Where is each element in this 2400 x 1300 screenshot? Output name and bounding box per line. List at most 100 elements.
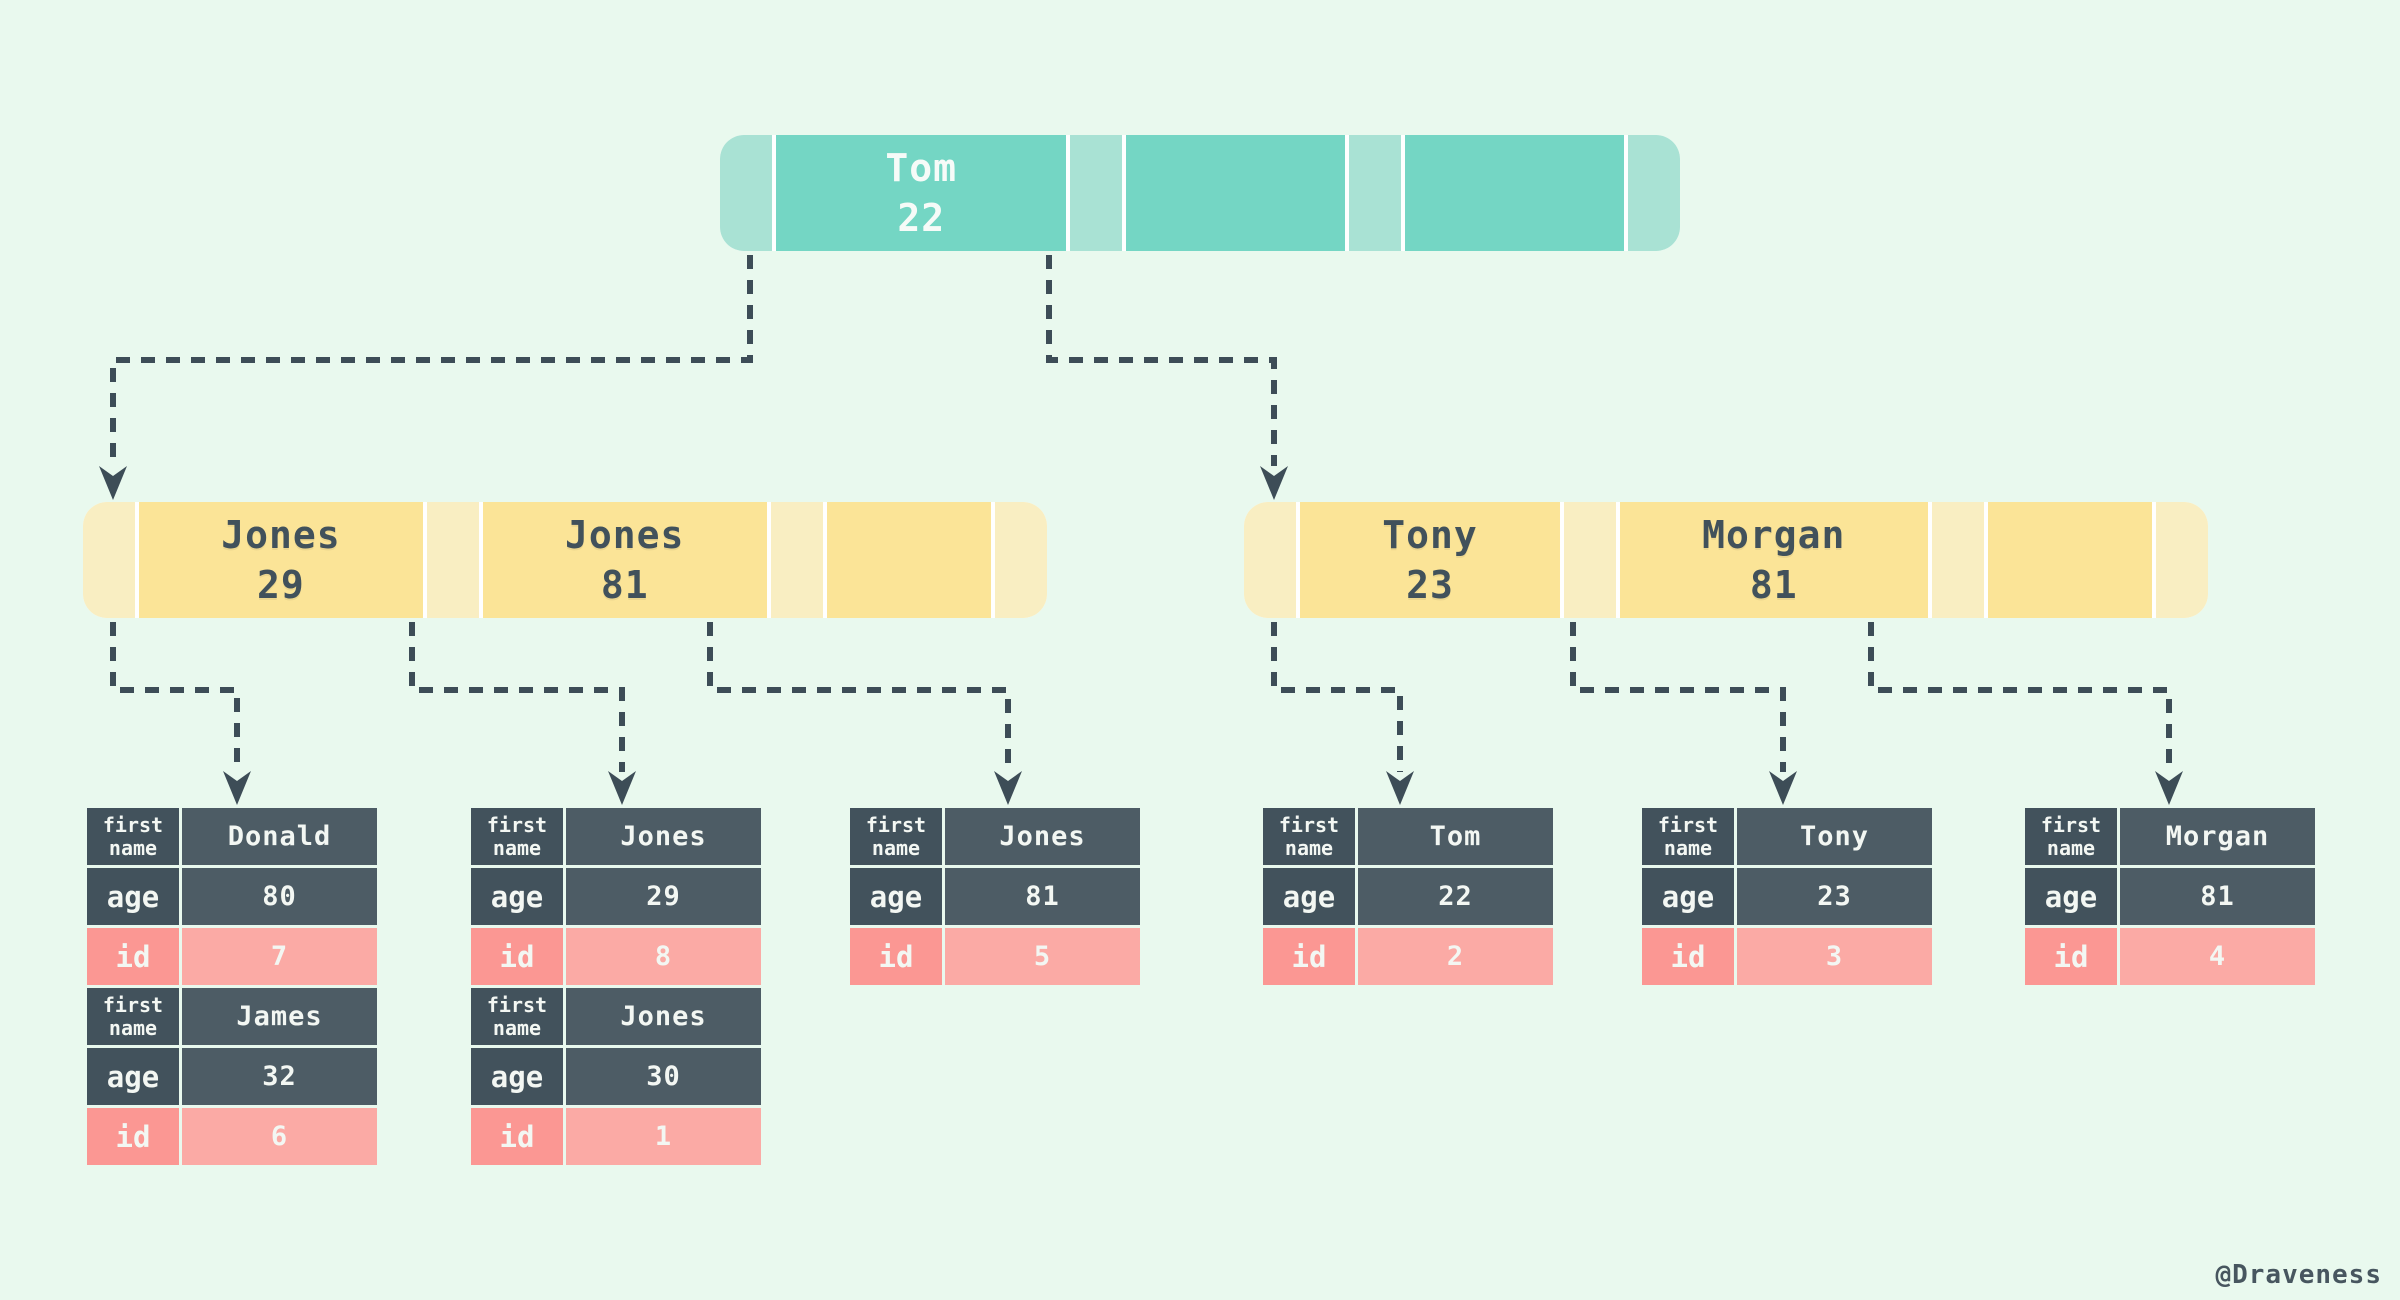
arrowhead-leaf-3 xyxy=(994,771,1022,805)
arrowhead-leaf-6 xyxy=(2155,771,2183,805)
root-pointer-0 xyxy=(720,135,772,251)
connector-root-to-right-internal xyxy=(1046,205,1277,466)
id-value: 5 xyxy=(945,928,1140,985)
left-internal-key-1-name: Jones xyxy=(565,512,685,557)
id-label: id xyxy=(471,1108,563,1165)
right-internal-pointer-1 xyxy=(1563,502,1616,618)
leaf-table-4: first name Tom age 22 id 2 xyxy=(1263,808,1553,985)
age-value: 32 xyxy=(182,1048,377,1105)
right-internal-pointer-0 xyxy=(1244,502,1296,618)
left-internal-pointer-0 xyxy=(83,502,135,618)
first-name-label: first name xyxy=(2025,808,2117,865)
age-value: 23 xyxy=(1737,868,1932,925)
id-value: 3 xyxy=(1737,928,1932,985)
arrowhead-left-internal xyxy=(99,466,127,500)
connector-root-to-left-internal xyxy=(110,205,753,466)
first-name-label: first name xyxy=(850,808,942,865)
first-name-value: James xyxy=(182,988,377,1045)
first-name-label: first name xyxy=(1263,808,1355,865)
id-label: id xyxy=(471,928,563,985)
id-label: id xyxy=(850,928,942,985)
root-pointer-1 xyxy=(1070,135,1123,251)
id-value: 7 xyxy=(182,928,377,985)
arrowhead-leaf-2 xyxy=(608,771,636,805)
id-value: 1 xyxy=(566,1108,761,1165)
connector-right-internal-to-leaf-4 xyxy=(1271,572,1403,772)
right-internal-key-0: Tony 23 xyxy=(1300,502,1560,618)
root-key-0: Tom 22 xyxy=(776,135,1067,251)
root-node: Tom 22 xyxy=(720,135,1680,251)
left-internal-key-2 xyxy=(826,502,991,618)
root-pointer-3 xyxy=(1627,135,1680,251)
root-pointer-2 xyxy=(1349,135,1402,251)
left-internal-pointer-1 xyxy=(426,502,479,618)
age-label: age xyxy=(87,1048,179,1105)
connector-right-internal-to-leaf-5 xyxy=(1570,572,1786,772)
age-label: age xyxy=(1263,868,1355,925)
age-label: age xyxy=(1642,868,1734,925)
right-internal-pointer-3 xyxy=(2156,502,2208,618)
id-label: id xyxy=(1263,928,1355,985)
right-internal-node: Tony 23 Morgan 81 xyxy=(1244,502,2208,618)
first-name-value: Jones xyxy=(566,808,761,865)
left-internal-key-1: Jones 81 xyxy=(482,502,767,618)
age-label: age xyxy=(850,868,942,925)
age-value: 81 xyxy=(2120,868,2315,925)
root-key-1 xyxy=(1126,135,1346,251)
id-label: id xyxy=(2025,928,2117,985)
root-key-2 xyxy=(1405,135,1624,251)
age-value: 81 xyxy=(945,868,1140,925)
right-internal-key-0-age: 23 xyxy=(1406,563,1454,607)
id-value: 2 xyxy=(1358,928,1553,985)
first-name-label: first name xyxy=(87,988,179,1045)
age-label: age xyxy=(87,868,179,925)
left-internal-key-0: Jones 29 xyxy=(139,502,423,618)
age-label: age xyxy=(471,868,563,925)
leaf-table-1: first name Donald age 80 id 7 first name James a… xyxy=(87,808,377,1165)
age-value: 22 xyxy=(1358,868,1553,925)
age-value: 29 xyxy=(566,868,761,925)
id-label: id xyxy=(87,1108,179,1165)
first-name-label: first name xyxy=(87,808,179,865)
left-internal-pointer-2 xyxy=(770,502,823,618)
right-internal-key-0-name: Tony xyxy=(1382,512,1478,557)
leaf-table-3: first name Jones age 81 id 5 xyxy=(850,808,1140,985)
age-value: 30 xyxy=(566,1048,761,1105)
left-internal-key-1-age: 81 xyxy=(600,563,649,607)
first-name-value: Jones xyxy=(566,988,761,1045)
right-internal-key-1-age: 81 xyxy=(1749,563,1798,607)
right-internal-key-1: Morgan 81 xyxy=(1619,502,1928,618)
connector-left-internal-to-leaf-1 xyxy=(110,572,240,772)
root-key-0-age: 22 xyxy=(897,196,946,240)
first-name-label: first name xyxy=(1642,808,1734,865)
connector-left-internal-to-leaf-3 xyxy=(707,572,1011,772)
leaf-table-2: first name Jones age 29 id 8 first name Jones ag… xyxy=(471,808,761,1165)
id-value: 8 xyxy=(566,928,761,985)
left-internal-pointer-3 xyxy=(995,502,1047,618)
right-internal-key-2 xyxy=(1987,502,2153,618)
right-internal-pointer-2 xyxy=(1931,502,1984,618)
leaf-table-6: first name Morgan age 81 id 4 xyxy=(2025,808,2315,985)
first-name-label: first name xyxy=(471,988,563,1045)
connector-left-internal-to-leaf-2 xyxy=(409,572,625,772)
first-name-value: Tony xyxy=(1737,808,1932,865)
age-label: age xyxy=(471,1048,563,1105)
first-name-label: first name xyxy=(471,808,563,865)
id-label: id xyxy=(87,928,179,985)
id-label: id xyxy=(1642,928,1734,985)
first-name-value: Jones xyxy=(945,808,1140,865)
root-key-0-name: Tom xyxy=(885,145,958,190)
right-internal-key-1-name: Morgan xyxy=(1702,512,1846,557)
age-label: age xyxy=(2025,868,2117,925)
id-value: 4 xyxy=(2120,928,2315,985)
leaf-table-5: first name Tony age 23 id 3 xyxy=(1642,808,1932,985)
arrowhead-leaf-4 xyxy=(1386,771,1414,805)
first-name-value: Morgan xyxy=(2120,808,2315,865)
connector-right-internal-to-leaf-6 xyxy=(1868,572,2172,772)
credit-watermark: @Draveness xyxy=(2215,1260,2382,1290)
id-value: 6 xyxy=(182,1108,377,1165)
left-internal-key-0-name: Jones xyxy=(221,512,341,557)
left-internal-key-0-age: 29 xyxy=(257,563,305,607)
arrowhead-leaf-5 xyxy=(1769,771,1797,805)
